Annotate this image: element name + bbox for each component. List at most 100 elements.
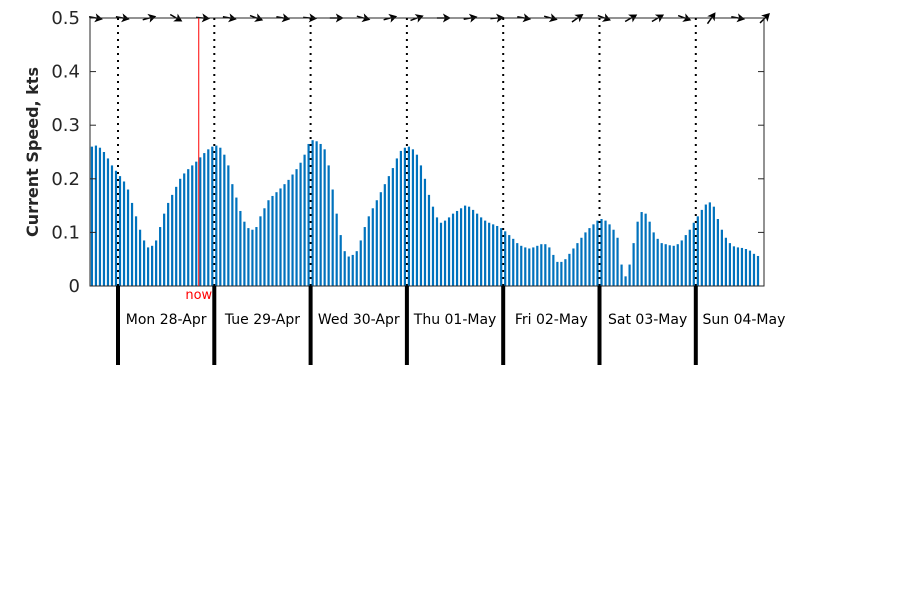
speed-bar xyxy=(708,202,711,286)
speed-bar xyxy=(624,276,627,286)
speed-bar xyxy=(560,261,563,286)
speed-bar xyxy=(211,146,214,286)
speed-bar xyxy=(391,168,394,286)
speed-bar xyxy=(335,213,338,286)
speed-bar xyxy=(704,204,707,286)
day-separators: Mon 28-Apr Tue 29-Apr Wed 30-Apr Thu 01-May… xyxy=(116,18,785,365)
speed-bar xyxy=(351,254,354,286)
speed-bar xyxy=(311,140,314,286)
speed-bar xyxy=(656,238,659,286)
speed-bar xyxy=(628,264,631,286)
speed-bar xyxy=(732,246,736,286)
speed-bar xyxy=(696,216,699,286)
day-label: Sun 04-May xyxy=(702,312,785,328)
speed-bar xyxy=(676,244,679,286)
speed-bar xyxy=(423,178,427,286)
speed-bar xyxy=(584,232,587,286)
speed-bar xyxy=(580,237,583,286)
speed-bar xyxy=(640,212,643,286)
speed-bar xyxy=(94,145,98,286)
speed-bar xyxy=(118,176,122,286)
speed-bar xyxy=(435,217,439,286)
speed-bar xyxy=(243,221,246,286)
speed-bar xyxy=(379,192,382,286)
speed-bar xyxy=(592,224,595,286)
speed-bar xyxy=(102,152,106,286)
speed-bar xyxy=(235,197,238,286)
speed-bar xyxy=(130,202,134,286)
now-label: now xyxy=(185,288,212,303)
speed-bar xyxy=(215,145,218,286)
speed-bar xyxy=(455,210,459,286)
speed-bar xyxy=(146,247,150,286)
speed-bar xyxy=(680,240,683,286)
speed-bar xyxy=(443,220,447,286)
speed-bar xyxy=(303,154,306,286)
speed-bar xyxy=(736,247,740,286)
speed-bar xyxy=(724,237,727,286)
speed-bar xyxy=(271,195,274,286)
speed-bar xyxy=(227,165,230,286)
speed-bar xyxy=(399,150,402,286)
speed-bar xyxy=(576,243,579,286)
speed-bar xyxy=(528,248,531,286)
speed-bar xyxy=(251,229,254,286)
speed-bar xyxy=(427,194,431,286)
day-label: Thu 01-May xyxy=(413,312,497,328)
speed-bar xyxy=(492,224,495,286)
speed-bar xyxy=(167,202,170,286)
speed-bar xyxy=(467,206,471,286)
speed-bar xyxy=(183,173,186,286)
speed-bar xyxy=(371,208,374,286)
speed-bar xyxy=(155,240,158,286)
speed-bar xyxy=(672,245,675,286)
speed-bar xyxy=(239,210,242,286)
y-tick-label: 0.5 xyxy=(51,8,80,29)
speed-bar xyxy=(267,200,270,286)
speed-bar xyxy=(231,184,234,286)
speed-bar xyxy=(480,217,483,286)
speed-bar xyxy=(275,192,278,286)
speed-bar xyxy=(596,220,599,286)
speed-bar xyxy=(255,227,258,286)
speed-bar xyxy=(375,200,378,286)
speed-bar xyxy=(90,146,94,286)
speed-bar xyxy=(203,153,206,286)
y-tick-label: 0 xyxy=(69,276,80,297)
speed-bar xyxy=(138,229,142,286)
speed-bar xyxy=(431,206,435,286)
speed-bar xyxy=(476,213,479,286)
speed-bar xyxy=(544,244,547,286)
speed-bar xyxy=(496,225,499,286)
speed-bar xyxy=(355,251,358,286)
speed-bar xyxy=(363,227,366,286)
speed-bar xyxy=(359,240,362,286)
speed-bar xyxy=(568,253,571,286)
speed-bar xyxy=(339,235,342,286)
speed-bar xyxy=(644,213,647,286)
day-label: Wed 30-Apr xyxy=(318,312,400,328)
y-tick-label: 0.1 xyxy=(51,222,80,243)
speed-bar xyxy=(756,255,760,286)
speed-bar xyxy=(612,229,615,286)
speed-bar xyxy=(171,194,174,286)
speed-bar xyxy=(199,157,202,286)
speed-bar xyxy=(516,243,519,286)
speed-bar xyxy=(291,174,294,286)
y-axis-label: Current Speed, kts xyxy=(23,67,42,237)
speed-bar xyxy=(652,232,655,286)
speed-bar xyxy=(600,219,603,286)
speed-bar xyxy=(660,243,663,286)
speed-bar xyxy=(407,146,411,286)
speed-bar xyxy=(572,248,575,286)
speed-bar xyxy=(263,208,266,286)
speed-bar xyxy=(524,247,527,286)
speed-bar xyxy=(110,165,114,286)
speed-bar xyxy=(151,245,154,286)
speed-bar xyxy=(315,141,318,286)
speed-bar xyxy=(564,259,567,286)
speed-bar xyxy=(488,222,491,286)
speed-bar xyxy=(616,237,619,286)
speed-bar xyxy=(439,222,443,286)
speed-bar xyxy=(191,165,194,286)
